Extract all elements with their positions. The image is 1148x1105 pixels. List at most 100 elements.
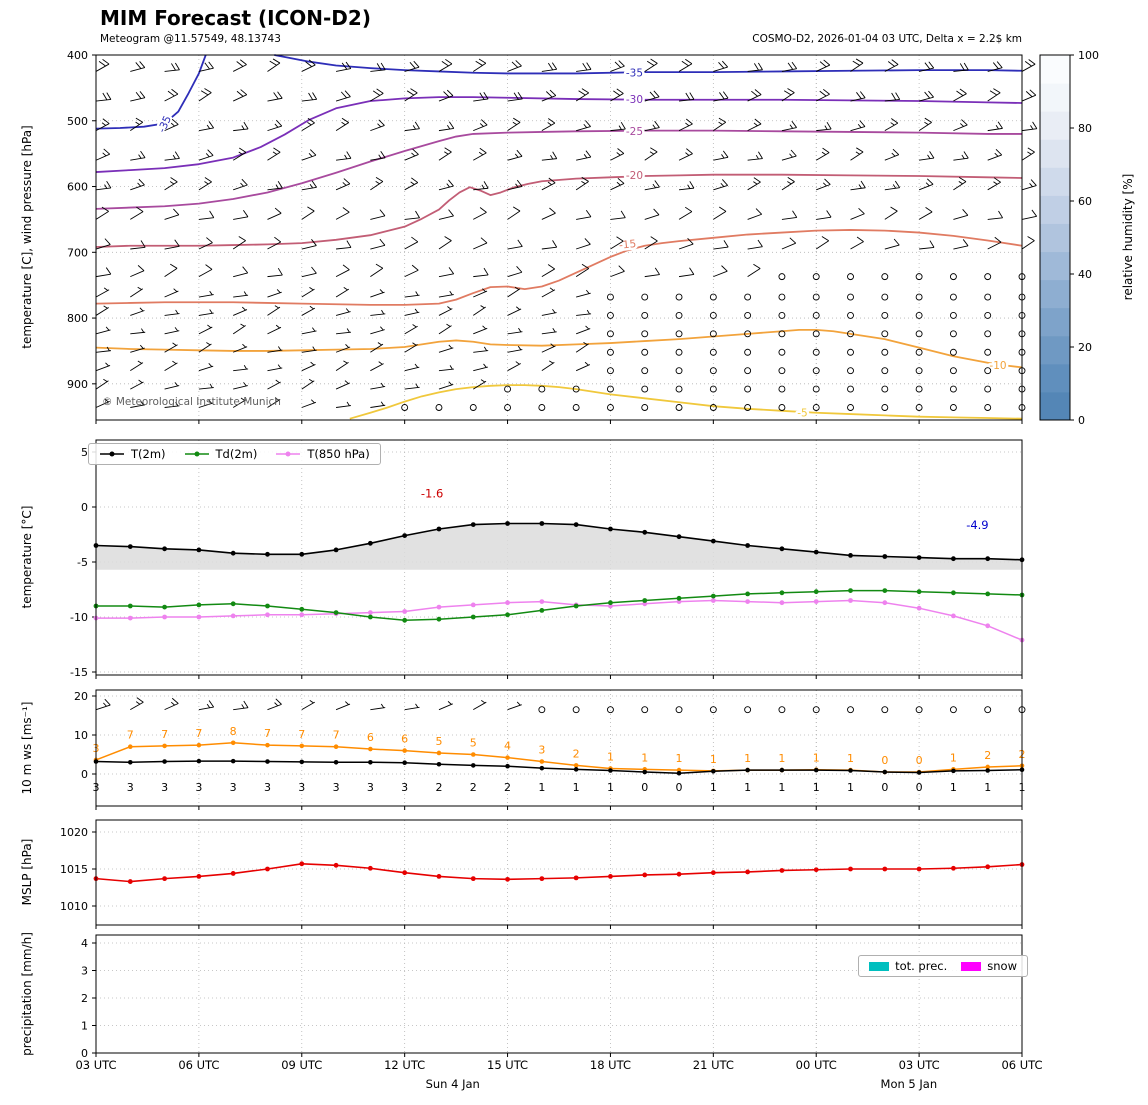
svg-text:1: 1 (778, 781, 785, 794)
svg-text:-10: -10 (989, 360, 1006, 372)
svg-text:2: 2 (470, 781, 477, 794)
svg-text:0: 0 (1078, 414, 1085, 427)
panel-frame-wind (95, 689, 1023, 807)
svg-text:18 UTC: 18 UTC (590, 1058, 631, 1072)
svg-text:-30: -30 (626, 94, 643, 106)
svg-text:1: 1 (984, 781, 991, 794)
precipitation-legend: tot. prec. snow (858, 955, 1028, 977)
svg-text:21 UTC: 21 UTC (693, 1058, 734, 1072)
svg-text:20: 20 (1078, 341, 1092, 354)
isotherm--30 (95, 96, 1023, 173)
copyright-watermark: © Meteorological Institute Munich (102, 396, 281, 408)
upper-air-panel: -35-35-30-25-20-15-10-5 (95, 54, 1023, 422)
svg-text:500: 500 (67, 115, 88, 128)
svg-text:1: 1 (573, 781, 580, 794)
isotherm--10 (95, 329, 1023, 369)
isotherm--35 (274, 54, 1023, 75)
svg-text:7: 7 (264, 727, 271, 740)
humidity-colorbar: 0 20 40 60 80 100 (1039, 49, 1099, 427)
svg-text:0: 0 (881, 754, 888, 767)
svg-text:100: 100 (1078, 49, 1099, 62)
svg-text:3: 3 (367, 781, 374, 794)
svg-text:7: 7 (195, 727, 202, 740)
svg-text:900: 900 (67, 378, 88, 391)
svg-text:1: 1 (813, 781, 820, 794)
mslp-line (95, 863, 1023, 883)
svg-text:1020: 1020 (60, 826, 88, 839)
svg-text:2: 2 (984, 749, 991, 762)
svg-text:7: 7 (298, 728, 305, 741)
ylabel-windspeed: 10 m ws [ms⁻¹] (20, 701, 34, 795)
page-title: MIM Forecast (ICON-D2) (100, 6, 371, 30)
panel-frame-precipitation (95, 934, 1023, 1054)
t2m-line (95, 522, 1023, 561)
svg-text:03 UTC: 03 UTC (899, 1058, 940, 1072)
svg-text:03 UTC: 03 UTC (75, 1058, 116, 1072)
svg-text:80: 80 (1078, 122, 1092, 135)
svg-text:3: 3 (81, 965, 88, 978)
svg-text:700: 700 (67, 246, 88, 259)
svg-text:4: 4 (504, 740, 511, 753)
svg-text:-5: -5 (77, 556, 88, 569)
svg-text:1: 1 (950, 781, 957, 794)
svg-text:3: 3 (538, 744, 545, 757)
colorbar-label: relative humidity [%] (1121, 173, 1135, 301)
svg-text:1: 1 (607, 751, 614, 764)
svg-text:1: 1 (710, 781, 717, 794)
mean-wind-line (95, 760, 1023, 774)
legend-color-patch (869, 961, 890, 971)
isotherm--5 (349, 384, 1023, 420)
isotherm--15 (95, 229, 1023, 306)
svg-text:1: 1 (847, 752, 854, 765)
td2m-line (96, 589, 1023, 622)
svg-text:1: 1 (607, 781, 614, 794)
panel-frame-mslp (95, 819, 1023, 926)
svg-text:Mon 5 Jan: Mon 5 Jan (881, 1077, 938, 1091)
svg-text:7: 7 (333, 729, 340, 742)
svg-text:4: 4 (81, 937, 88, 950)
legend-color-patch (961, 961, 982, 971)
temperature-legend: T(2m) Td(2m) T(850 hPa) (88, 443, 381, 465)
temperature-panel: -1.6 -4.9 (93, 487, 1025, 643)
svg-text:-20: -20 (626, 170, 643, 182)
svg-text:60: 60 (1078, 195, 1092, 208)
svg-text:3: 3 (264, 781, 271, 794)
svg-text:3: 3 (298, 781, 305, 794)
ylabel-pressure: temperature [C], wind pressure [hPa] (20, 125, 34, 349)
svg-text:-35: -35 (626, 67, 643, 79)
isotherm--25 (95, 129, 1022, 210)
svg-text:-4.9: -4.9 (966, 518, 988, 532)
svg-text:0: 0 (641, 781, 648, 794)
svg-text:6: 6 (401, 733, 408, 746)
legend-item-td2m: Td(2m) (184, 447, 257, 461)
svg-text:3: 3 (127, 781, 134, 794)
panel-grid-precipitation: 0 1 2 3 4 (81, 935, 1023, 1060)
svg-text:2: 2 (504, 781, 511, 794)
wind-barbs-grid (95, 58, 1038, 411)
mslp-panel (93, 861, 1025, 884)
svg-text:1015: 1015 (60, 863, 88, 876)
svg-text:06 UTC: 06 UTC (1001, 1058, 1042, 1072)
svg-text:5: 5 (435, 735, 442, 748)
legend-line-swatch (184, 451, 209, 457)
legend-item-totprec: tot. prec. (869, 959, 947, 973)
svg-text:1: 1 (744, 752, 751, 765)
svg-text:6: 6 (367, 731, 374, 744)
svg-text:1: 1 (744, 781, 751, 794)
svg-text:0: 0 (81, 768, 88, 781)
svg-text:1: 1 (778, 752, 785, 765)
legend-item-snow: snow (961, 959, 1017, 973)
svg-text:2: 2 (81, 992, 88, 1005)
svg-text:20: 20 (74, 690, 88, 703)
svg-text:-25: -25 (626, 126, 643, 138)
svg-text:3: 3 (333, 781, 340, 794)
ylabel-temperature: temperature [°C] (20, 505, 34, 609)
t850-line (96, 599, 1023, 641)
svg-text:0: 0 (916, 781, 923, 794)
svg-text:1: 1 (813, 752, 820, 765)
svg-text:10: 10 (74, 729, 88, 742)
legend-line-swatch (276, 451, 301, 457)
